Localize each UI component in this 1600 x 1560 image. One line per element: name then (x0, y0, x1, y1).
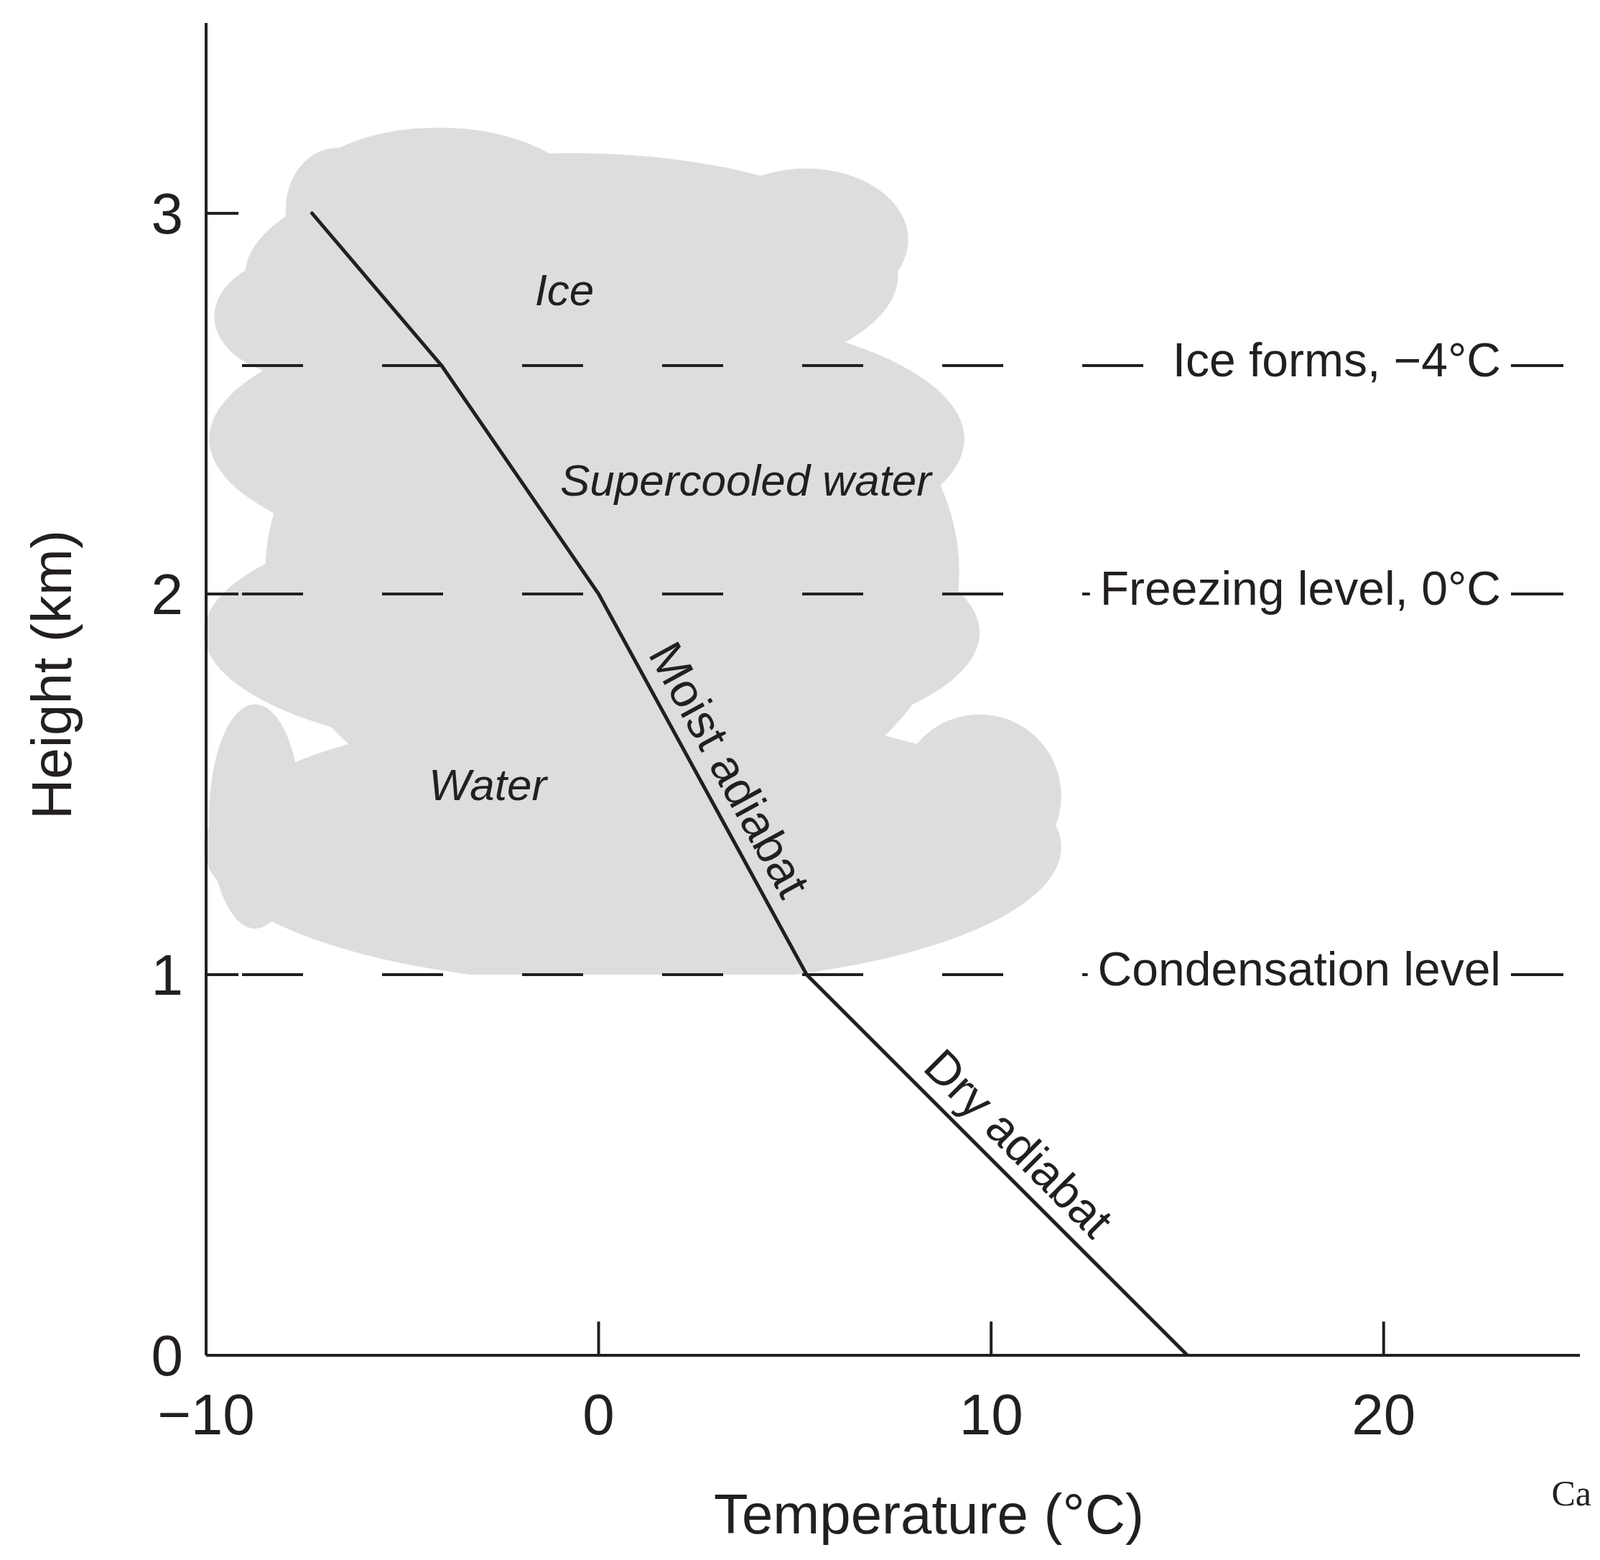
x-tick-label: 20 (1351, 1382, 1416, 1447)
x-axis-title: Temperature (°C) (713, 1482, 1144, 1546)
y-tick-label: 0 (151, 1323, 184, 1388)
cloud-lobe (703, 168, 908, 311)
cloud-lobe (208, 703, 301, 929)
series-label: Dry adiabat (914, 1038, 1124, 1248)
cloud-lobe (264, 305, 959, 837)
y-tick (206, 973, 239, 976)
y-axis (204, 22, 208, 1356)
y-tick (206, 592, 239, 596)
zone-label: Ice (535, 264, 595, 315)
x-tick-label: 0 (582, 1382, 615, 1447)
zone-label: Water (428, 759, 549, 810)
cloud-lobe (285, 147, 388, 271)
x-tick (989, 1321, 993, 1356)
level-label: Condensation level (1098, 942, 1501, 996)
series-lines (312, 213, 1188, 1356)
label-patch (1162, 330, 1511, 390)
label-patch (1090, 558, 1511, 618)
x-tick (597, 1321, 601, 1356)
y-tick-label: 1 (151, 942, 184, 1007)
cloud (203, 127, 1062, 975)
adiabat-line (312, 213, 808, 975)
series-label: Moist adiabat (639, 632, 821, 906)
credit: Ca (1551, 1472, 1592, 1514)
adiabat-line (806, 974, 1188, 1356)
x-tick (204, 1321, 208, 1356)
y-tick (206, 211, 239, 215)
level-label: Ice forms, −4°C (1172, 333, 1501, 387)
x-tick-label: −10 (157, 1382, 255, 1447)
zone-label: Supercooled water (560, 455, 933, 505)
y-tick-label: 3 (151, 181, 184, 246)
x-tick-label: 10 (959, 1382, 1024, 1447)
y-tick (206, 1353, 239, 1357)
cloud-lobe (897, 714, 1061, 878)
x-tick (1382, 1321, 1386, 1356)
chart: Condensation level Freezing level, 0°C Ice… (0, 0, 1600, 1560)
level-label: Freezing level, 0°C (1100, 561, 1501, 615)
y-tick-label: 2 (151, 562, 184, 627)
levels: Condensation level Freezing level, 0°C Ice… (242, 330, 1580, 999)
y-axis-title: Height (km) (20, 529, 84, 820)
label-patch (1087, 939, 1511, 999)
x-axis (206, 1353, 1580, 1357)
